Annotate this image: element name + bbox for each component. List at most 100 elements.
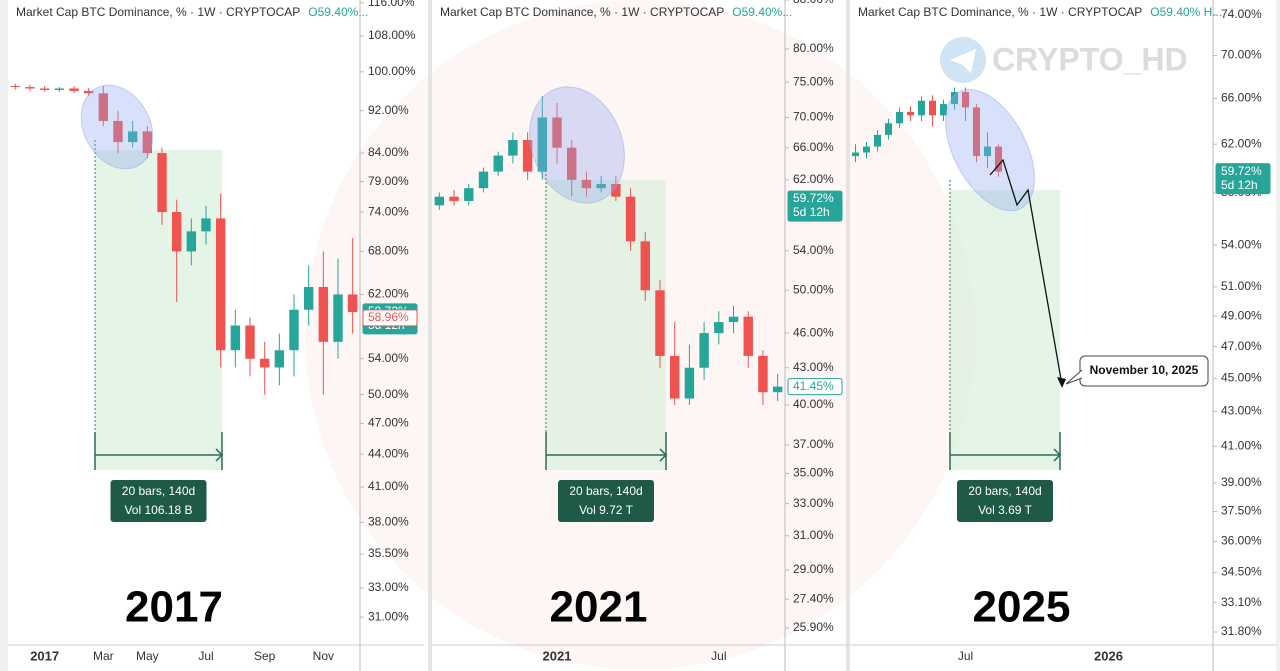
y-tick-label: 54.00% xyxy=(1221,237,1262,251)
candle-body xyxy=(537,117,548,172)
candle-body xyxy=(464,188,474,201)
legend-title: Market Cap BTC Dominance, % · 1W · CRYPT… xyxy=(858,5,1142,19)
candle-body xyxy=(215,218,226,351)
measure-box xyxy=(558,480,654,522)
y-tick-label: 116.00% xyxy=(368,0,415,9)
callout-label: November 10, 2025 xyxy=(1090,363,1199,377)
candle-body xyxy=(69,88,79,91)
callout-pointer xyxy=(1065,369,1083,385)
price-tag-label: 41.45% xyxy=(793,379,834,393)
separator xyxy=(0,0,8,671)
watermark: CRYPTO_HD xyxy=(992,41,1188,77)
candle-body xyxy=(25,87,35,89)
candle-body xyxy=(142,131,153,154)
y-tick-label: 40.00% xyxy=(793,397,834,411)
y-tick-label: 62.00% xyxy=(368,287,409,301)
y-tick-label: 38.00% xyxy=(368,515,409,529)
candle-body xyxy=(478,171,489,189)
highlight-ellipse xyxy=(529,86,625,204)
candle-body xyxy=(625,196,636,242)
x-tick-label: 2017 xyxy=(30,648,59,663)
price-tag-label: 58.96% xyxy=(368,310,409,324)
y-tick-label: 62.00% xyxy=(793,172,834,186)
candle-body xyxy=(552,117,562,148)
price-tag xyxy=(787,378,843,396)
legend-header: Market Cap BTC Dominance, % · 1W · CRYPT… xyxy=(858,5,1222,19)
separator xyxy=(1276,0,1280,671)
y-tick-label: 62.00% xyxy=(1221,136,1262,150)
y-tick-label: 74.00% xyxy=(368,204,409,218)
candle-body xyxy=(714,322,724,334)
y-tick-label: 39.00% xyxy=(1221,475,1262,489)
candle-body xyxy=(333,294,343,342)
y-tick-label: 92.00% xyxy=(368,103,409,117)
projection-path xyxy=(989,158,1063,386)
y-tick-label: 74.00% xyxy=(1221,7,1262,21)
legend-title: Market Cap BTC Dominance, % · 1W · CRYPT… xyxy=(16,5,300,19)
x-tick-label: May xyxy=(136,649,159,663)
y-tick-label: 66.00% xyxy=(1221,91,1262,105)
candle-body xyxy=(950,91,959,105)
price-tag xyxy=(787,190,843,222)
y-tick-label: 33.00% xyxy=(368,580,409,594)
legend-ohlc: O59.40% H... xyxy=(1150,5,1222,19)
measure-label: 20 bars, 140d xyxy=(968,484,1041,498)
price-tag xyxy=(1215,163,1271,195)
y-tick-label: 88.00% xyxy=(793,0,834,6)
x-tick-label: Nov xyxy=(313,649,334,663)
candle-body xyxy=(928,100,937,116)
y-tick-label: 35.50% xyxy=(368,546,409,560)
x-tick-label: 2026 xyxy=(1094,648,1123,663)
y-tick-label: 70.00% xyxy=(793,110,834,124)
candle-body xyxy=(259,358,270,368)
measure-label: 20 bars, 140d xyxy=(122,484,195,498)
y-tick-label: 51.00% xyxy=(1221,279,1262,293)
x-tick-label: Mar xyxy=(93,649,114,663)
candle-body xyxy=(655,290,665,356)
candle-body xyxy=(862,146,871,153)
y-tick-label: 41.00% xyxy=(1221,439,1262,453)
y-tick-label: 47.00% xyxy=(368,416,409,430)
measure-label: 20 bars, 140d xyxy=(569,484,642,498)
candle-body xyxy=(113,120,123,143)
y-tick-label: 37.00% xyxy=(793,437,834,451)
candle-body xyxy=(906,111,915,116)
x-tick-label: 2021 xyxy=(543,648,572,663)
candle-body xyxy=(640,241,650,291)
legend-title: Market Cap BTC Dominance, % · 1W · CRYPT… xyxy=(440,5,724,19)
y-tick-label: 68.00% xyxy=(368,244,409,258)
year-label: 2025 xyxy=(973,583,1071,632)
y-tick-label: 41.00% xyxy=(368,479,409,493)
candle-body xyxy=(10,86,21,88)
candle-body xyxy=(347,294,358,313)
y-tick-label: 33.00% xyxy=(793,496,834,510)
candle-body xyxy=(581,179,592,189)
candle-body xyxy=(274,350,285,368)
candle-body xyxy=(318,287,329,342)
measure-box xyxy=(957,480,1053,522)
price-tag-sublabel: 5d 12h xyxy=(793,205,830,219)
candle-body xyxy=(493,155,503,172)
measure-label: Vol 9.72 T xyxy=(579,503,633,517)
y-tick-label: 47.00% xyxy=(1221,339,1262,353)
candle-body xyxy=(434,196,445,206)
y-tick-label: 84.00% xyxy=(368,145,409,159)
candle-body xyxy=(39,88,50,90)
candle-body xyxy=(939,104,948,116)
x-tick-label: Sep xyxy=(254,649,276,663)
candle-body xyxy=(884,123,893,135)
y-tick-label: 70.00% xyxy=(1221,48,1262,62)
price-tag xyxy=(362,309,418,327)
legend-header: Market Cap BTC Dominance, % · 1W · CRYPT… xyxy=(440,5,792,19)
arrowhead xyxy=(1057,377,1066,388)
candle-body xyxy=(201,218,211,232)
y-tick-label: 27.40% xyxy=(793,591,834,605)
year-label: 2021 xyxy=(550,583,648,632)
y-tick-label: 43.00% xyxy=(793,360,834,374)
candle-body xyxy=(522,140,533,172)
candle-body xyxy=(245,325,255,359)
price-tag-sublabel: 5d 12h xyxy=(1221,178,1258,192)
x-tick-label: Jul xyxy=(711,649,726,663)
y-tick-label: 45.00% xyxy=(1221,371,1262,385)
candle-body xyxy=(171,212,182,252)
